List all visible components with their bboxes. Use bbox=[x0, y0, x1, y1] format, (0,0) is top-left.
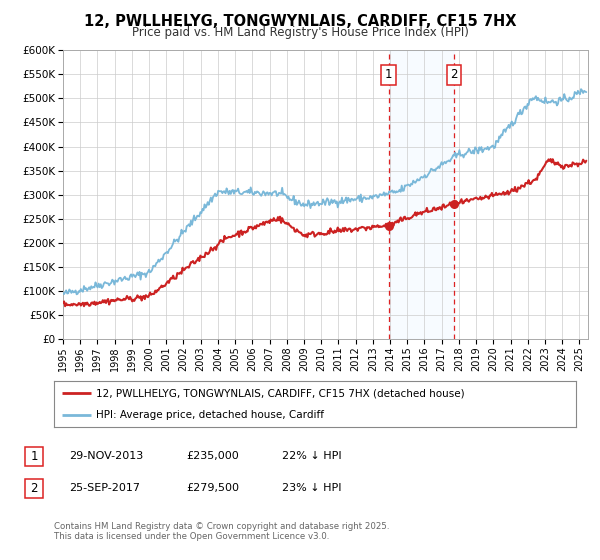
Text: 1: 1 bbox=[385, 68, 392, 81]
Text: 2: 2 bbox=[31, 482, 38, 495]
Text: 29-NOV-2013: 29-NOV-2013 bbox=[69, 451, 143, 461]
Text: 23% ↓ HPI: 23% ↓ HPI bbox=[282, 483, 341, 493]
Text: £279,500: £279,500 bbox=[186, 483, 239, 493]
Text: Price paid vs. HM Land Registry's House Price Index (HPI): Price paid vs. HM Land Registry's House … bbox=[131, 26, 469, 39]
Text: HPI: Average price, detached house, Cardiff: HPI: Average price, detached house, Card… bbox=[96, 410, 324, 420]
Text: 12, PWLLHELYG, TONGWYNLAIS, CARDIFF, CF15 7HX: 12, PWLLHELYG, TONGWYNLAIS, CARDIFF, CF1… bbox=[84, 14, 516, 29]
Text: 1: 1 bbox=[31, 450, 38, 463]
Text: £235,000: £235,000 bbox=[186, 451, 239, 461]
Text: 22% ↓ HPI: 22% ↓ HPI bbox=[282, 451, 341, 461]
Bar bbox=[389, 50, 454, 339]
Text: 25-SEP-2017: 25-SEP-2017 bbox=[69, 483, 140, 493]
Text: 2: 2 bbox=[451, 68, 458, 81]
Text: Contains HM Land Registry data © Crown copyright and database right 2025.
This d: Contains HM Land Registry data © Crown c… bbox=[54, 522, 389, 542]
Text: 12, PWLLHELYG, TONGWYNLAIS, CARDIFF, CF15 7HX (detached house): 12, PWLLHELYG, TONGWYNLAIS, CARDIFF, CF1… bbox=[96, 388, 464, 398]
